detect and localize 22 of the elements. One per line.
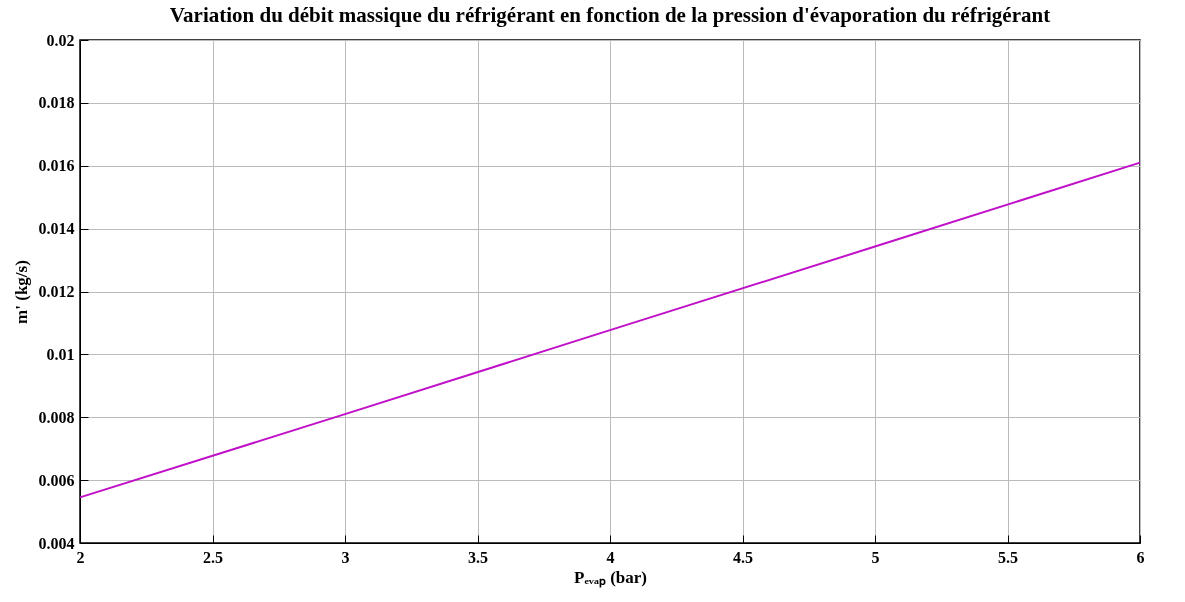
line-series [79,161,1141,499]
y-axis-title: m' (kg/s) [11,260,31,324]
y-tick-label: 0.02 [46,31,75,49]
y-tick-label: 0.012 [38,283,75,300]
y-tick-label: 0.018 [38,94,75,112]
y-tick-label: 0.014 [38,220,75,238]
x-tick-label: 3 [341,548,350,566]
y-tick-label: 0.01 [46,345,75,363]
y-tick-label: 0.016 [38,157,75,175]
x-tick-label: 3.5 [468,548,488,566]
x-tick-label: 4.5 [733,548,753,566]
y-tick-label: 0.008 [38,408,75,426]
x-tick-label: 5.5 [998,548,1018,566]
x-axis-title: Pₑᵥₐₚ (bar) [574,567,647,588]
x-tick-label: 5 [871,548,880,566]
chart-title: Variation du débit massique du réfrigérant en fonction de la pression d'évaporation du réfrigérant [169,3,1051,27]
x-tick-label: 2.5 [203,548,223,566]
y-tick-label: 0.006 [38,471,75,489]
y-tick-label: 0.004 [38,534,75,552]
x-tick-label: 4 [606,548,615,566]
x-tick-label: 2 [76,548,85,566]
x-tick-label: 6 [1136,548,1145,566]
